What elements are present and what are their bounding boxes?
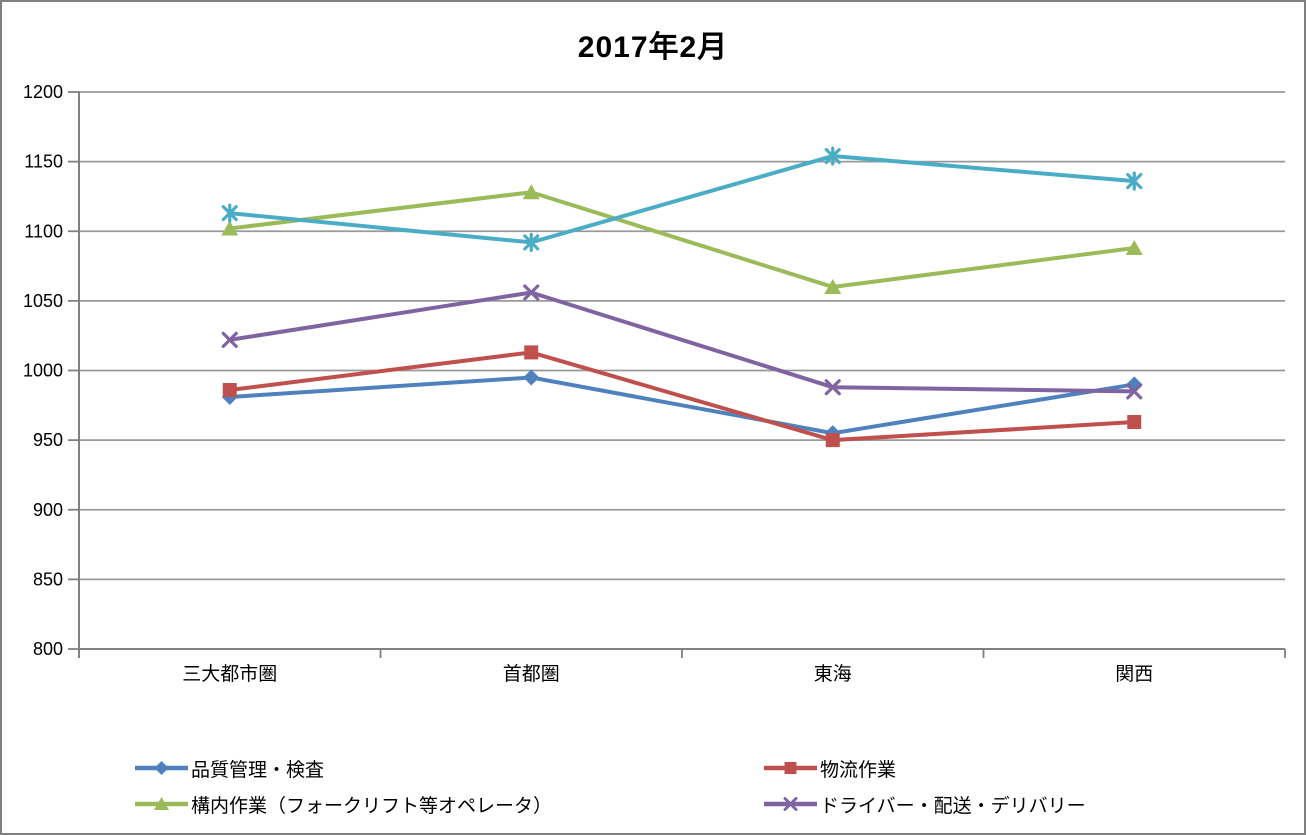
square-marker — [222, 382, 237, 397]
y-axis-tick-label: 1100 — [24, 221, 63, 241]
triangle-marker — [522, 184, 540, 200]
series-unlabeled-4 — [221, 146, 1143, 252]
asterisk-marker — [523, 232, 540, 252]
triangle-marker — [221, 220, 239, 236]
square-marker — [825, 433, 840, 448]
series-構内作業（フォークリフト等オペレータ） — [221, 184, 1143, 294]
series-ドライバー・配送・デリバリー — [221, 284, 1143, 400]
x-axis-category-label: 東海 — [814, 663, 852, 685]
x-marker — [824, 379, 841, 396]
y-axis-tick-label: 1000 — [23, 361, 63, 381]
y-axis-tick-label: 900 — [33, 500, 63, 520]
diamond-marker — [523, 369, 540, 386]
x-marker — [523, 284, 540, 301]
series-line — [229, 190, 1135, 289]
y-axis-tick-label: 950 — [33, 430, 63, 450]
y-axis-tick-label: 1150 — [24, 152, 63, 172]
x-marker — [221, 331, 238, 348]
y-axis-tick-label: 800 — [33, 639, 63, 659]
series-line — [229, 290, 1135, 394]
y-axis-tick-label: 1200 — [23, 82, 63, 102]
triangle-marker — [824, 278, 842, 294]
triangle-marker — [1125, 239, 1143, 255]
x-axis-category-label: 首都圏 — [503, 663, 560, 685]
asterisk-marker — [1126, 171, 1143, 191]
series-line — [229, 350, 1135, 443]
x-axis-category-label: 関西 — [1115, 664, 1153, 685]
square-marker — [524, 345, 539, 360]
square-marker — [1127, 415, 1142, 430]
series-line — [229, 375, 1135, 436]
x-marker — [1126, 383, 1143, 400]
chart-title: 2017年2月 — [577, 31, 729, 64]
asterisk-marker — [824, 146, 841, 166]
asterisk-marker — [221, 203, 238, 223]
series-line — [229, 154, 1135, 245]
series-物流作業 — [222, 345, 1142, 448]
y-axis-tick-label: 1050 — [23, 291, 63, 311]
x-axis-category-label: 三大都市圏 — [182, 663, 277, 685]
y-axis-tick-label: 850 — [33, 569, 63, 589]
